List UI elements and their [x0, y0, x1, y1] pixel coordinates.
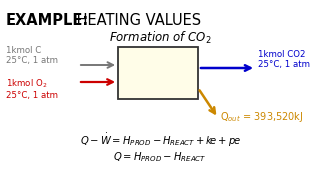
Text: $Q = H_{PROD} - H_{REACT}$: $Q = H_{PROD} - H_{REACT}$: [113, 150, 207, 164]
Text: 1kmol O$_2$
25°C, 1 atm: 1kmol O$_2$ 25°C, 1 atm: [6, 77, 58, 100]
Text: Q$_{out}$ = 393,520kJ: Q$_{out}$ = 393,520kJ: [220, 110, 303, 124]
Text: 1kmol CO2: 1kmol CO2: [258, 50, 306, 59]
Text: 25°C, 1 atm: 25°C, 1 atm: [258, 60, 310, 69]
Text: 1kmol C
25°C, 1 atm: 1kmol C 25°C, 1 atm: [6, 46, 58, 65]
Text: $Q - \dot{W} = H_{PROD} - H_{REACT} + k\!e + p\!e$: $Q - \dot{W} = H_{PROD} - H_{REACT} + k\…: [80, 132, 240, 149]
Bar: [118, 47, 198, 99]
Text: HEATING VALUES: HEATING VALUES: [72, 13, 201, 28]
Text: EXAMPLE:: EXAMPLE:: [6, 13, 89, 28]
Text: Formation of CO$_2$: Formation of CO$_2$: [108, 30, 212, 46]
